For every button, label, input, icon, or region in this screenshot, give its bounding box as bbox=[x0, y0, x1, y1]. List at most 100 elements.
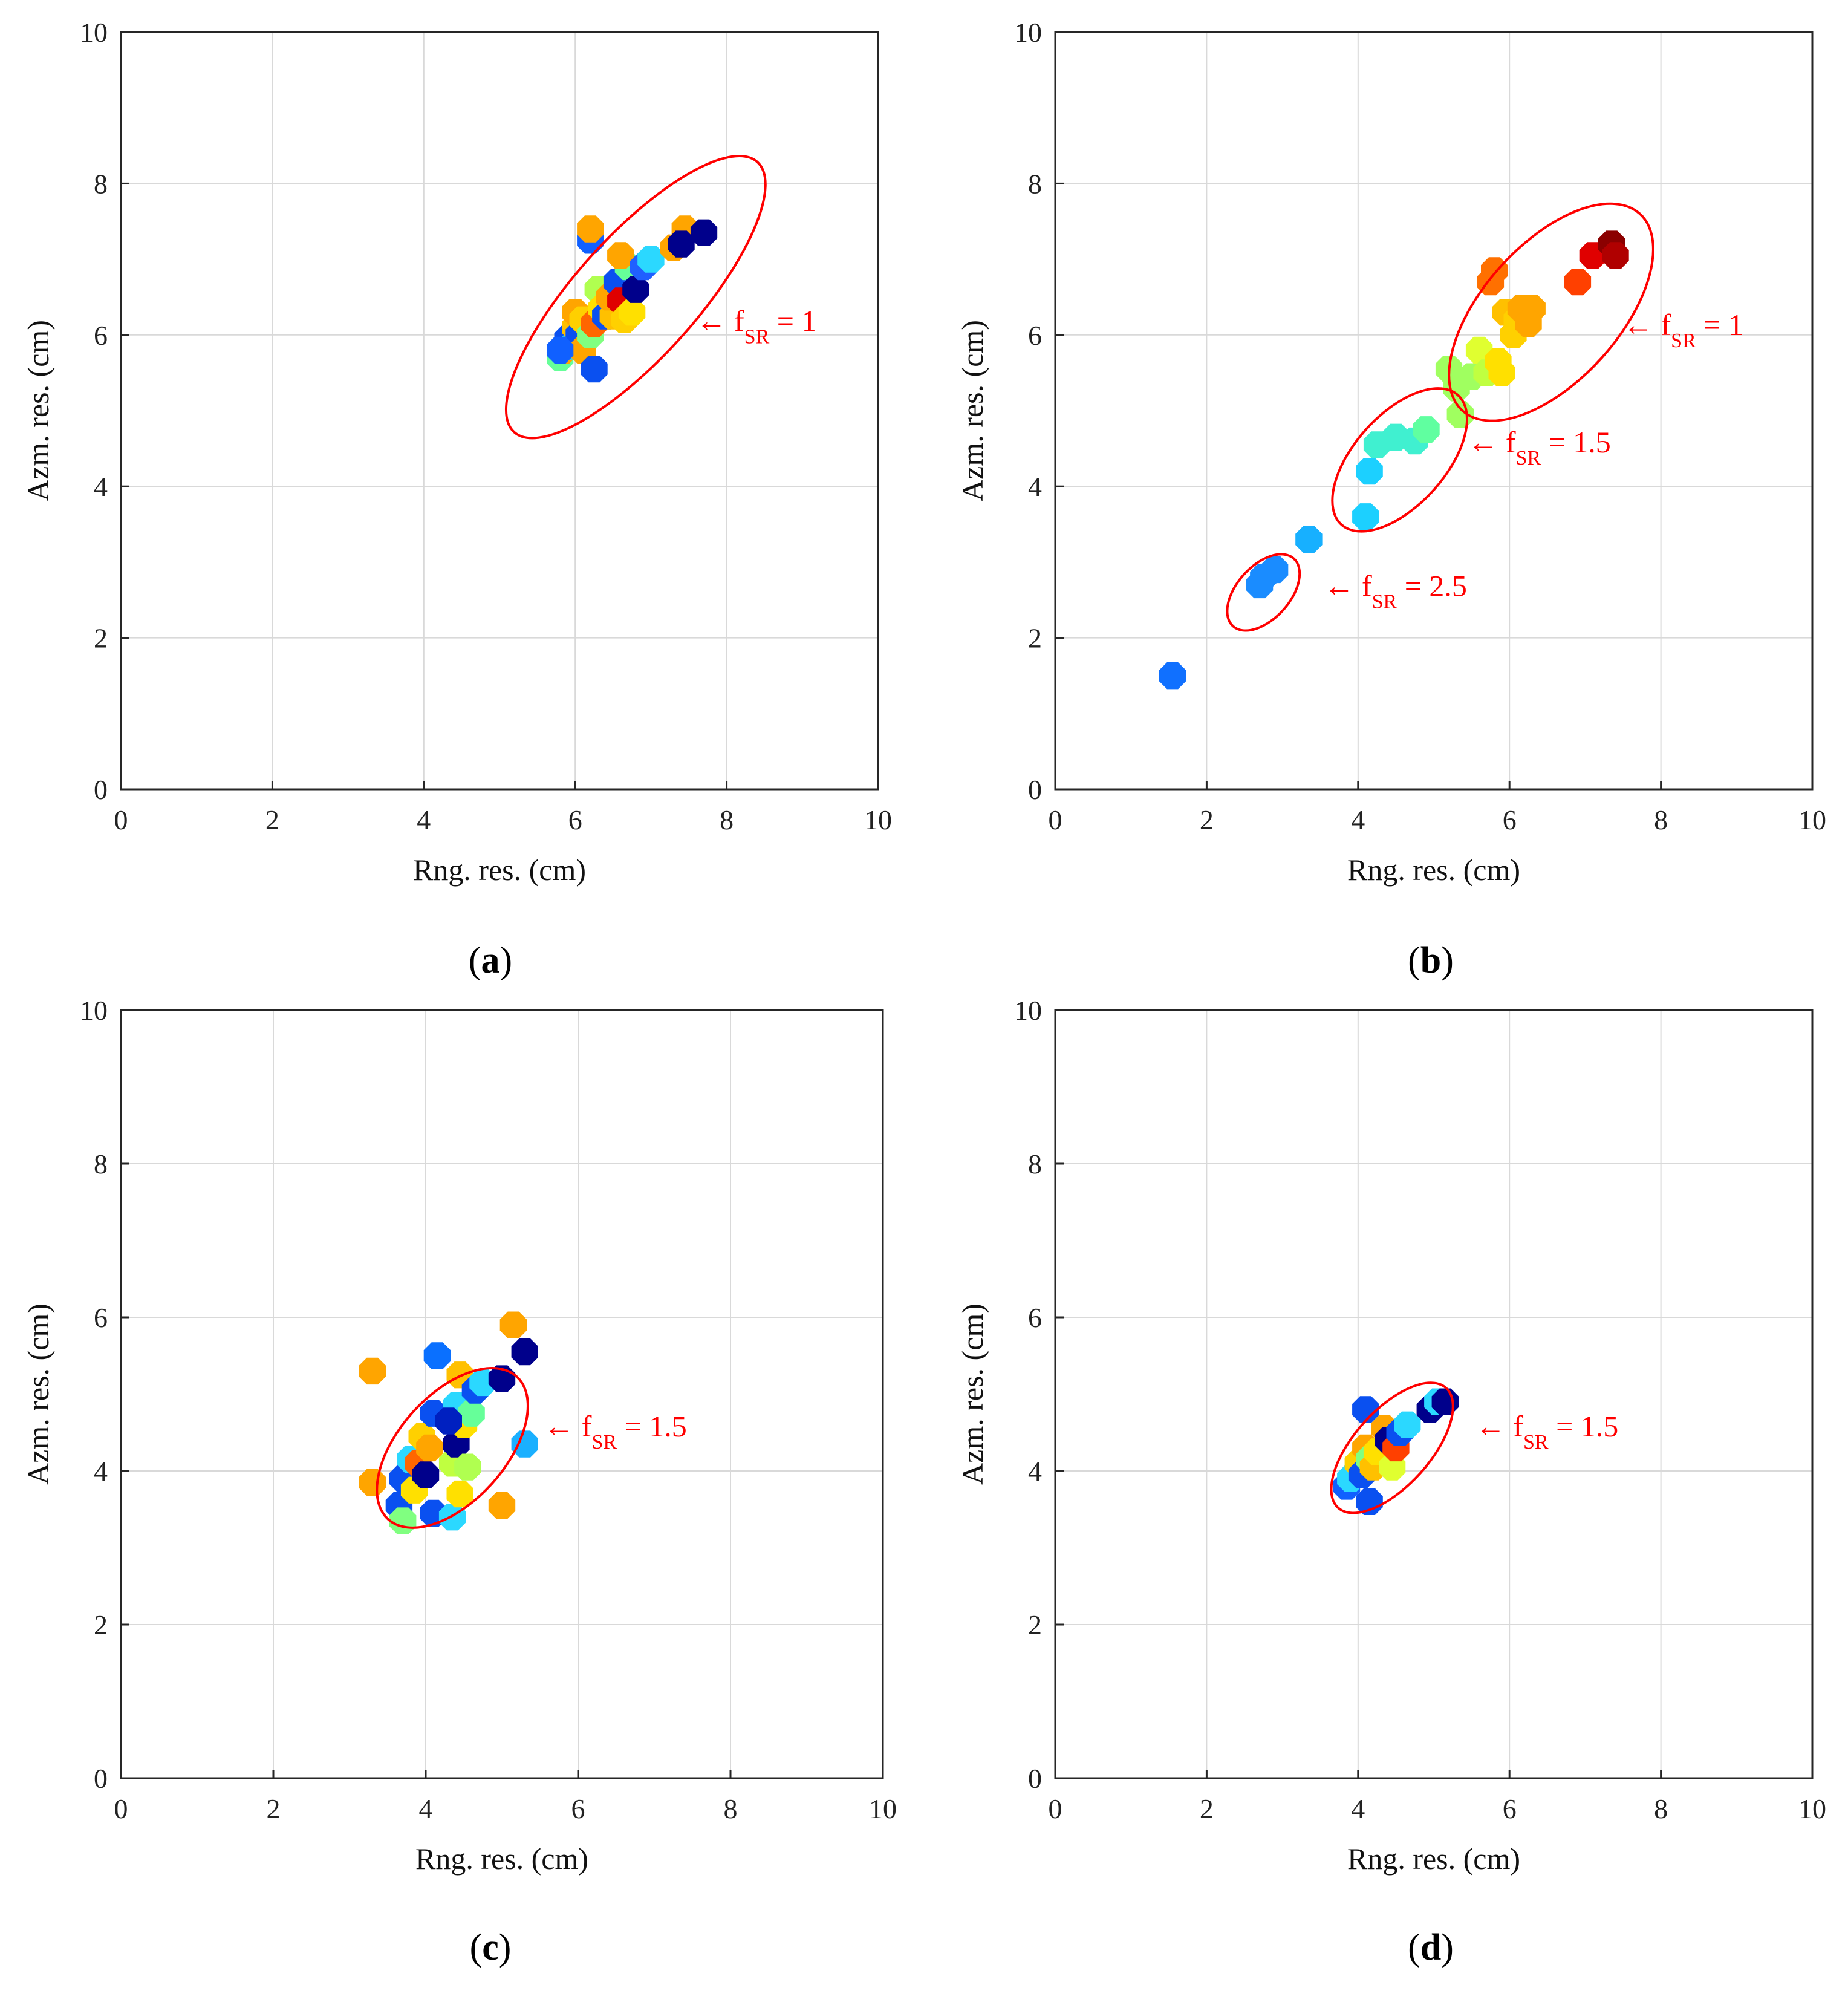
data-point bbox=[1431, 1388, 1459, 1415]
panel-b: 0 2 4 6 8 10 0 2 4 6 8 10 Rng. res. (cm) Azm. res. (c… bbox=[955, 17, 1826, 981]
panel-a: 0 2 4 6 8 10 0 2 4 6 8 10 Rng. res. (cm) Azm. res. (c… bbox=[21, 17, 892, 981]
x-tick-label: 6 bbox=[1503, 804, 1517, 835]
x-tick-label: 4 bbox=[1351, 1793, 1365, 1824]
x-tick-label: 8 bbox=[724, 1793, 738, 1824]
data-point bbox=[389, 1507, 417, 1534]
panel-caption: (a) bbox=[469, 940, 512, 981]
y-tick-label: 2 bbox=[1028, 623, 1042, 654]
data-point bbox=[1564, 269, 1592, 296]
data-point bbox=[690, 219, 718, 246]
x-tick-label: 4 bbox=[417, 804, 431, 835]
data-point bbox=[446, 1480, 473, 1508]
plot-area bbox=[121, 1010, 883, 1778]
x-tick-label: 2 bbox=[1200, 1793, 1214, 1824]
x-tick-label: 10 bbox=[869, 1793, 897, 1824]
data-point bbox=[1488, 359, 1515, 386]
y-axis-label: Azm. res. (cm) bbox=[21, 1303, 55, 1485]
fsr-annotation: ← fSR = 1.5 bbox=[1475, 1409, 1618, 1453]
data-point bbox=[1394, 1411, 1421, 1438]
x-tick-label: 6 bbox=[1503, 1793, 1517, 1824]
y-tick-label: 6 bbox=[94, 320, 108, 351]
data-point bbox=[458, 1400, 485, 1427]
y-tick-label: 0 bbox=[94, 774, 108, 805]
y-tick-label: 0 bbox=[1028, 1763, 1042, 1794]
y-tick-label: 2 bbox=[94, 1609, 108, 1640]
data-point bbox=[1261, 556, 1289, 584]
y-tick-label: 4 bbox=[1028, 1456, 1042, 1487]
data-point bbox=[1295, 526, 1323, 553]
y-tick-label: 2 bbox=[94, 623, 108, 654]
y-axis-label: Azm. res. (cm) bbox=[21, 320, 55, 501]
data-point bbox=[618, 299, 646, 326]
y-tick-label: 4 bbox=[94, 1456, 108, 1487]
data-point bbox=[668, 230, 695, 258]
data-point bbox=[499, 1311, 527, 1338]
y-tick-label: 0 bbox=[1028, 774, 1042, 805]
data-point bbox=[577, 215, 604, 243]
y-tick-label: 0 bbox=[94, 1763, 108, 1794]
y-tick-label: 8 bbox=[1028, 168, 1042, 199]
panel-d: 0 2 4 6 8 10 0 2 4 6 8 10 Rng. res. (cm) Azm. res. (c… bbox=[955, 995, 1826, 1968]
y-tick-label: 8 bbox=[1028, 1149, 1042, 1179]
panel-caption: (c) bbox=[470, 1927, 512, 1968]
x-tick-label: 6 bbox=[571, 1793, 585, 1824]
data-point bbox=[423, 1342, 451, 1369]
data-point bbox=[412, 1461, 440, 1488]
fsr-annotation: ← fSR = 1 bbox=[697, 304, 817, 348]
data-point bbox=[435, 1407, 462, 1435]
x-tick-label: 8 bbox=[720, 804, 734, 835]
y-tick-label: 10 bbox=[80, 17, 108, 48]
x-tick-label: 10 bbox=[864, 804, 892, 835]
y-tick-label: 10 bbox=[1014, 17, 1042, 48]
y-axis-label: Azm. res. (cm) bbox=[955, 1303, 989, 1485]
data-point bbox=[454, 1453, 481, 1481]
y-axis-label: Azm. res. (cm) bbox=[955, 320, 989, 501]
x-axis-label: Rng. res. (cm) bbox=[415, 1842, 588, 1876]
x-tick-label: 4 bbox=[419, 1793, 433, 1824]
y-tick-label: 10 bbox=[1014, 995, 1042, 1026]
panel-caption: (b) bbox=[1408, 940, 1454, 981]
cluster-ellipse bbox=[1226, 553, 1301, 632]
y-tick-label: 2 bbox=[1028, 1609, 1042, 1640]
plot-area bbox=[121, 32, 878, 789]
x-tick-label: 8 bbox=[1654, 1793, 1668, 1824]
panel-caption: (d) bbox=[1408, 1927, 1454, 1968]
data-point bbox=[511, 1338, 538, 1366]
y-tick-label: 4 bbox=[1028, 471, 1042, 502]
cluster-ellipse bbox=[376, 1366, 529, 1529]
cluster-ellipse bbox=[1448, 202, 1654, 422]
x-axis-label: Rng. res. (cm) bbox=[1347, 1842, 1520, 1876]
cluster-ellipse bbox=[1331, 387, 1469, 533]
y-tick-label: 6 bbox=[94, 1302, 108, 1333]
x-tick-label: 0 bbox=[114, 804, 128, 835]
x-tick-label: 10 bbox=[1798, 804, 1826, 835]
data-point bbox=[1413, 416, 1440, 443]
x-tick-label: 4 bbox=[1351, 804, 1365, 835]
axes-frame bbox=[120, 1009, 884, 1779]
data-point bbox=[637, 246, 665, 273]
fsr-annotation: ← fSR = 1 bbox=[1623, 308, 1743, 352]
data-point bbox=[622, 276, 649, 303]
x-tick-label: 0 bbox=[1049, 804, 1062, 835]
x-tick-label: 2 bbox=[265, 804, 279, 835]
panel-c: 0 2 4 6 8 10 0 2 4 6 8 10 Rng. res. (cm) Azm. res. (c… bbox=[21, 995, 897, 1968]
y-tick-label: 8 bbox=[94, 1149, 108, 1179]
plot-area bbox=[1055, 32, 1812, 789]
x-tick-label: 0 bbox=[1049, 1793, 1062, 1824]
data-point bbox=[359, 1469, 386, 1496]
y-tick-label: 8 bbox=[94, 168, 108, 199]
axes-frame bbox=[120, 31, 879, 791]
x-tick-label: 10 bbox=[1798, 1793, 1826, 1824]
fsr-annotation: ← fSR = 1.5 bbox=[544, 1409, 686, 1453]
data-point bbox=[607, 242, 634, 269]
data-point bbox=[1352, 503, 1379, 530]
y-tick-label: 6 bbox=[1028, 320, 1042, 351]
x-axis-label: Rng. res. (cm) bbox=[413, 853, 586, 887]
y-tick-label: 4 bbox=[94, 471, 108, 502]
fsr-annotation: ← fSR = 2.5 bbox=[1324, 569, 1466, 613]
fsr-annotation: ← fSR = 1.5 bbox=[1468, 425, 1610, 469]
cluster-ellipse bbox=[1330, 1381, 1454, 1514]
x-tick-label: 2 bbox=[1200, 804, 1214, 835]
data-point bbox=[1159, 662, 1186, 690]
data-point bbox=[1352, 1396, 1379, 1423]
